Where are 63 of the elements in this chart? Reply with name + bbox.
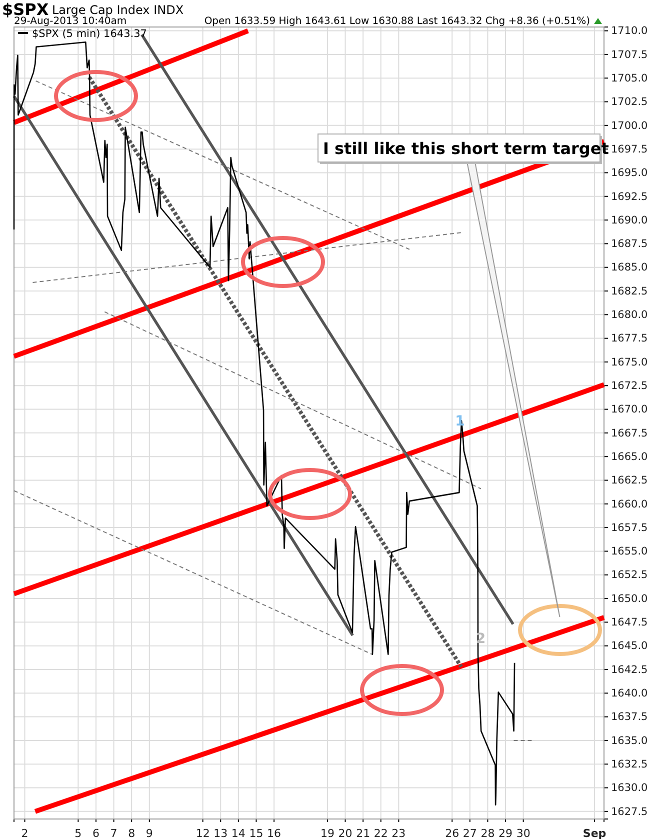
y-tick-label: 1675.0 <box>611 356 648 368</box>
x-tick-label: 13 <box>214 827 228 839</box>
x-tick-label: 8 <box>128 827 136 839</box>
y-tick-label: 1650.0 <box>611 592 648 605</box>
y-tick-label: 1665.0 <box>611 450 648 463</box>
chart-title: $SPX <box>2 0 50 19</box>
y-tick-label: 1662.5 <box>611 474 648 487</box>
y-tick-label: 1682.5 <box>611 285 648 298</box>
x-tick-label: 22 <box>374 827 388 839</box>
x-tick-label: 26 <box>445 827 460 839</box>
y-tick-label: 1677.5 <box>611 332 648 345</box>
y-tick-label: 1697.5 <box>611 143 648 156</box>
y-tick-label: 1632.5 <box>611 758 648 770</box>
annotation: Open 1633.59 High 1643.61 Low 1630.88 Last 1643.32 Chg +8.36 (+0.51%) <box>204 16 590 27</box>
y-tick-label: 1660.0 <box>611 498 648 510</box>
y-tick-label: 1645.0 <box>611 640 648 652</box>
x-tick-label: 21 <box>356 827 370 839</box>
y-tick-label: 1700.0 <box>611 120 648 132</box>
y-tick-label: 1627.5 <box>611 806 648 818</box>
y-tick-label: 1690.0 <box>611 214 648 226</box>
y-tick-label: 1680.0 <box>611 309 648 322</box>
x-tick-label: 29 <box>498 827 513 839</box>
chart-subtitle: Large Cap Index INDX <box>52 3 184 17</box>
x-tick-label: 20 <box>338 827 352 839</box>
x-tick-label: 14 <box>231 827 246 839</box>
y-tick-label: 1672.5 <box>611 380 648 392</box>
x-tick-label: 5 <box>74 827 82 839</box>
y-tick-label: 1687.5 <box>611 238 648 250</box>
x-tick-label: Sep <box>582 827 606 839</box>
y-tick-label: 1635.0 <box>611 734 648 747</box>
y-tick-label: 1652.5 <box>611 569 648 582</box>
y-tick-label: 1710.0 <box>611 25 648 38</box>
x-tick-label: 2 <box>21 827 28 839</box>
x-tick-label: 30 <box>516 827 530 839</box>
annotation: I still like this short term target <box>323 139 610 158</box>
y-tick-label: 1695.0 <box>611 167 648 180</box>
annotation: 29-Aug-2013 10:40am <box>14 16 127 27</box>
y-tick-label: 1702.5 <box>611 96 648 108</box>
y-tick-label: 1642.5 <box>611 664 648 676</box>
y-tick-label: 1692.5 <box>611 190 648 203</box>
x-tick-label: 28 <box>480 827 495 839</box>
x-tick-label: 23 <box>392 827 406 839</box>
y-tick-label: 1707.5 <box>611 48 648 61</box>
x-tick-label: 9 <box>146 827 153 839</box>
y-tick-label: 1637.5 <box>611 711 648 724</box>
legend-label: $SPX (5 min) 1643.37 <box>32 28 147 40</box>
y-tick-label: 1657.5 <box>611 522 648 534</box>
y-tick-label: 1640.0 <box>611 688 648 700</box>
y-tick-label: 1655.0 <box>611 546 648 558</box>
x-tick-label: 12 <box>196 827 210 839</box>
y-tick-label: 1705.0 <box>611 72 648 84</box>
x-tick-label: 27 <box>462 827 477 839</box>
x-tick-label: 19 <box>320 827 334 839</box>
x-tick-label: 16 <box>267 827 282 839</box>
y-tick-label: 1630.0 <box>611 782 648 794</box>
x-tick-label: 7 <box>110 827 118 839</box>
x-tick-label: 6 <box>92 827 100 839</box>
y-tick-label: 1670.0 <box>611 404 648 416</box>
y-tick-label: 1667.5 <box>611 427 648 440</box>
y-tick-label: 1685.0 <box>611 262 648 274</box>
y-tick-label: 1647.5 <box>611 616 648 629</box>
x-tick-label: 15 <box>249 827 264 839</box>
annotation: 1 <box>455 413 465 430</box>
